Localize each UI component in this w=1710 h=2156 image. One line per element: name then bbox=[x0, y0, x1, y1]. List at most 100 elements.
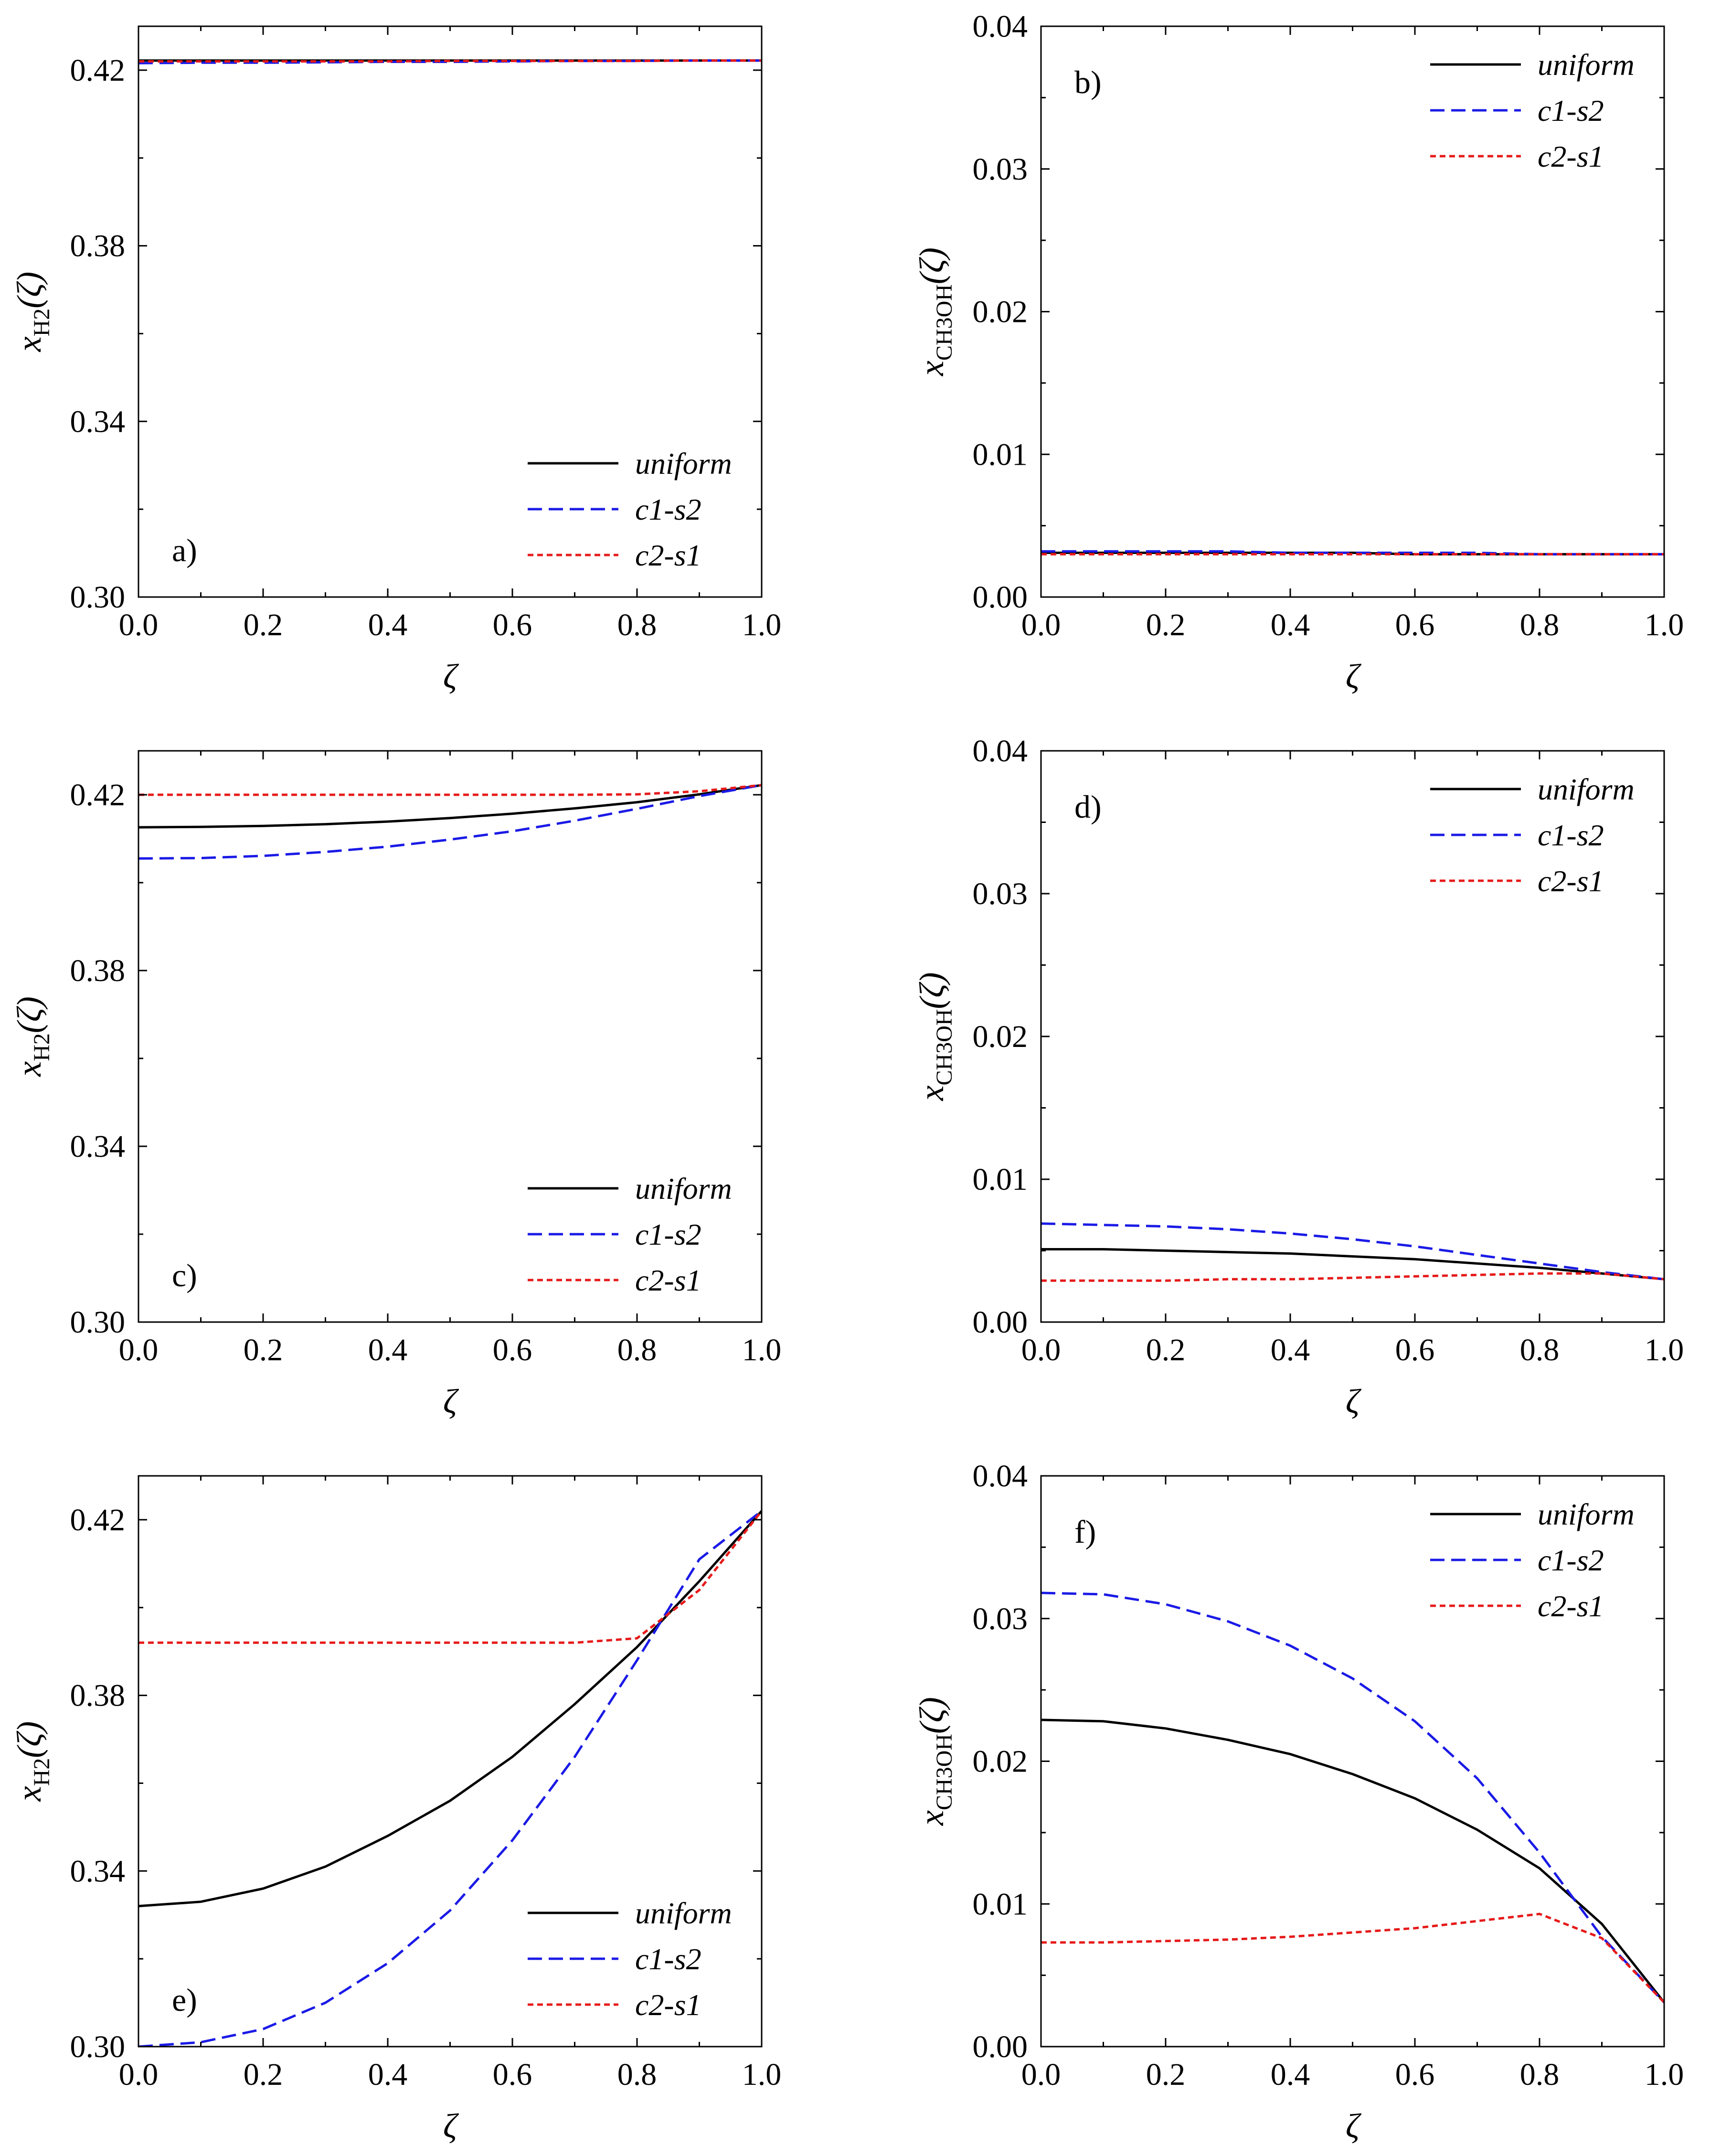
y-tick-label: 0.34 bbox=[70, 1854, 126, 1889]
legend-label-uniform: uniform bbox=[1538, 1497, 1635, 1531]
chart-panel-d: 0.0 0.2 0.4 0.6 0.8 1.0 0.00 0.01 0.02 0.03 0.04 ζ x… bbox=[913, 734, 1684, 1420]
y-tick-label: 0.42 bbox=[70, 778, 126, 812]
x-tick-label: 0.6 bbox=[493, 1333, 532, 1367]
y-axis-label-var: x bbox=[10, 1786, 48, 1802]
y-tick-label: 0.42 bbox=[70, 1503, 126, 1537]
legend-label-uniform: uniform bbox=[635, 1896, 732, 1930]
legend-label-uniform: uniform bbox=[635, 447, 732, 480]
x-tick-label: 1.0 bbox=[742, 1333, 782, 1367]
legend: uniform c1-s2 c2-s1 bbox=[1430, 772, 1635, 898]
plot-area bbox=[138, 59, 762, 64]
series-line-uniform bbox=[1041, 1718, 1664, 2003]
x-tick-label: 0.0 bbox=[1021, 2057, 1061, 2092]
y-axis-label-var: x bbox=[913, 1086, 951, 1101]
y-tick-label: 0.38 bbox=[70, 1678, 126, 1713]
series-line-uniform bbox=[138, 1510, 762, 1908]
x-tick-label: 0.0 bbox=[1021, 608, 1061, 642]
plot-area bbox=[1041, 1591, 1664, 2004]
y-axis-label-arg: (ζ) bbox=[913, 972, 951, 1009]
y-tick-label: 0.03 bbox=[973, 876, 1028, 911]
legend-label-c2-s1: c2-s1 bbox=[635, 1263, 701, 1297]
y-axis-label-arg: (ζ) bbox=[10, 1721, 48, 1758]
x-tick-label: 0.0 bbox=[119, 2057, 159, 2092]
x-tick-label: 1.0 bbox=[1645, 1333, 1684, 1367]
y-axis-label-arg: (ζ) bbox=[913, 247, 951, 284]
x-axis-label: ζ bbox=[1346, 2107, 1362, 2145]
y-tick-label: 0.01 bbox=[973, 437, 1028, 472]
legend-label-c1-s2: c1-s2 bbox=[1538, 818, 1604, 852]
x-tick-label: 1.0 bbox=[742, 608, 782, 642]
y-axis-label: xCH3OH(ζ) bbox=[913, 1697, 957, 1826]
y-tick-label: 0.00 bbox=[973, 580, 1028, 615]
x-tick-label: 0.8 bbox=[617, 1333, 657, 1367]
y-axis-label: xH2(ζ) bbox=[10, 1721, 54, 1802]
y-tick-label: 0.04 bbox=[973, 9, 1028, 44]
chart-panel-e: 0.0 0.2 0.4 0.6 0.8 1.0 0.30 0.34 0.38 0.42 ζ xH2(ζ… bbox=[10, 1475, 781, 2145]
y-tick-label: 0.34 bbox=[70, 1129, 126, 1164]
y-tick-label: 0.03 bbox=[973, 1601, 1028, 1636]
y-tick-label: 0.02 bbox=[973, 1744, 1028, 1779]
x-tick-label: 0.4 bbox=[368, 2057, 408, 2092]
x-tick-label: 0.6 bbox=[1395, 608, 1435, 642]
legend: uniform c1-s2 c2-s1 bbox=[528, 1896, 732, 2022]
plot-area bbox=[138, 784, 762, 860]
x-tick-label: 0.6 bbox=[1395, 2057, 1435, 2092]
x-tick-label: 0.0 bbox=[1021, 1333, 1061, 1367]
legend: uniform c1-s2 c2-s1 bbox=[528, 447, 732, 572]
legend-label-c1-s2: c1-s2 bbox=[1538, 94, 1604, 128]
legend-label-c1-s2: c1-s2 bbox=[635, 1942, 701, 1976]
y-axis-label-var: x bbox=[913, 1810, 951, 1826]
y-tick-label: 0.02 bbox=[973, 1019, 1028, 1054]
legend-label-c2-s1: c2-s1 bbox=[1538, 1589, 1604, 1623]
y-axis-label: xCH3OH(ζ) bbox=[913, 247, 957, 376]
series-line-c1-s2 bbox=[138, 784, 762, 860]
x-tick-label: 0.2 bbox=[1146, 1333, 1186, 1367]
x-axis-label: ζ bbox=[443, 2107, 459, 2145]
y-tick-label: 0.00 bbox=[973, 2029, 1028, 2064]
x-tick-label: 0.2 bbox=[1146, 2057, 1186, 2092]
series-line-c2-s1 bbox=[1041, 1912, 1664, 2004]
panel-label: d) bbox=[1074, 789, 1102, 825]
series-line-uniform bbox=[138, 784, 762, 829]
y-axis-label-var: x bbox=[10, 1061, 48, 1077]
x-tick-label: 1.0 bbox=[1645, 2057, 1684, 2092]
y-tick-label: 0.30 bbox=[70, 2029, 126, 2064]
x-tick-label: 0.8 bbox=[1520, 1333, 1560, 1367]
panel-label: b) bbox=[1074, 64, 1102, 100]
panel-label: e) bbox=[172, 1982, 197, 2018]
y-tick-label: 0.04 bbox=[973, 1459, 1028, 1494]
y-axis-label: xH2(ζ) bbox=[10, 272, 54, 352]
legend-label-c2-s1: c2-s1 bbox=[1538, 139, 1604, 173]
y-axis-label: xH2(ζ) bbox=[10, 996, 54, 1077]
x-tick-label: 1.0 bbox=[1645, 608, 1684, 642]
x-tick-label: 0.4 bbox=[1271, 1333, 1310, 1367]
legend-label-c1-s2: c1-s2 bbox=[1538, 1543, 1604, 1577]
legend-label-uniform: uniform bbox=[635, 1172, 732, 1206]
x-tick-label: 0.4 bbox=[1271, 2057, 1310, 2092]
y-tick-label: 0.01 bbox=[973, 1887, 1028, 1921]
y-axis-label-arg: (ζ) bbox=[10, 272, 48, 309]
series-line-c2-s1 bbox=[138, 1510, 762, 1644]
series-line-c1-s2 bbox=[1041, 1591, 1664, 2004]
y-tick-label: 0.04 bbox=[973, 734, 1028, 768]
chart-panel-a: 0.0 0.2 0.4 0.6 0.8 1.0 0.30 0.34 0.38 0.42 ζ xH2(ζ… bbox=[10, 25, 782, 695]
x-tick-label: 0.6 bbox=[493, 608, 532, 642]
y-tick-label: 0.03 bbox=[973, 152, 1028, 187]
y-axis-label-sub: H2 bbox=[29, 1033, 54, 1061]
y-axis-label-arg: (ζ) bbox=[10, 996, 48, 1033]
x-tick-label: 0.6 bbox=[1395, 1333, 1435, 1367]
x-axis-label: ζ bbox=[1346, 657, 1362, 695]
x-axis-label: ζ bbox=[1346, 1382, 1362, 1420]
panel-label: a) bbox=[172, 532, 197, 568]
plot-area bbox=[1041, 1222, 1664, 1282]
series-line-uniform bbox=[1041, 1248, 1664, 1281]
y-tick-label: 0.38 bbox=[70, 953, 126, 988]
y-tick-label: 0.00 bbox=[973, 1305, 1028, 1340]
chart-panel-c: 0.0 0.2 0.4 0.6 0.8 1.0 0.30 0.34 0.38 0.42 ζ xH2(ζ… bbox=[10, 750, 782, 1420]
x-tick-label: 0.2 bbox=[244, 1333, 283, 1367]
legend-label-c2-s1: c2-s1 bbox=[1538, 864, 1604, 898]
legend-label-uniform: uniform bbox=[1538, 772, 1635, 806]
x-tick-label: 0.4 bbox=[368, 1333, 408, 1367]
plot-area bbox=[1041, 550, 1664, 555]
series-line-c1-s2 bbox=[138, 1510, 762, 2047]
